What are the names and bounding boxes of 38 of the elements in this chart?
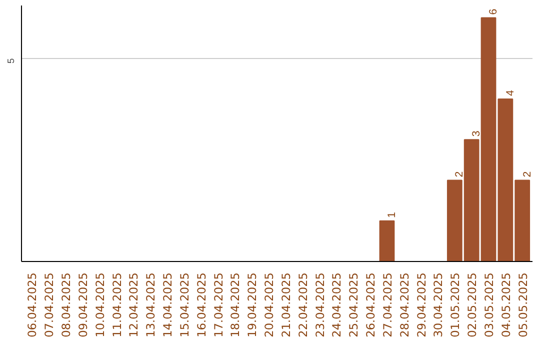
x-tick-label: 16.04.2025 [194,272,208,338]
x-tick-label: 24.04.2025 [330,272,344,338]
x-tick-label: 10.04.2025 [92,272,107,338]
x-tick-label: 25.04.2025 [346,272,361,338]
x-tick-label: 27.04.2025 [380,272,394,338]
x-tick-label: 23.04.2025 [312,272,327,338]
x-tick-label: 03.05.2025 [482,272,496,338]
bar [379,220,395,262]
data-label: 2 [521,171,534,178]
x-tick-label: 14.04.2025 [160,272,175,338]
x-tick-label: 01.05.2025 [448,272,462,338]
x-tick-label: 30.04.2025 [431,272,446,338]
x-tick-label: 26.04.2025 [364,272,378,338]
data-label: 3 [470,130,483,137]
x-tick-label: 02.05.2025 [465,272,480,338]
x-tick-label: 11.04.2025 [110,272,124,338]
x-tick-label: 19.04.2025 [245,272,260,338]
x-tick-label: 06.04.2025 [25,272,40,338]
data-label: 1 [386,212,398,218]
x-tick-label: 12.04.2025 [126,272,141,338]
x-tick-label: 22.04.2025 [296,272,310,338]
x-tick-label: 07.04.2025 [42,272,56,338]
x-tick-label: 20.04.2025 [262,272,276,338]
x-tick-label: 05.05.2025 [516,272,530,338]
x-tick-label: 09.04.2025 [76,272,90,338]
x-tick-label: 13.04.2025 [144,272,158,338]
y-tick-label: 5 [6,58,16,64]
x-tick-label: 21.04.2025 [278,272,293,338]
x-tick-label: 18.04.2025 [228,272,242,338]
x-tick-label: 04.05.2025 [498,272,513,338]
x-tick-label: 17.04.2025 [211,272,226,338]
data-label: 2 [454,171,466,178]
x-tick-label: 28.04.2025 [397,272,412,338]
x-tick-label: 29.04.2025 [414,272,428,338]
data-label: 6 [488,8,500,15]
x-tick-label: 15.04.2025 [177,272,192,338]
data-label: 4 [504,90,516,96]
x-tick-label: 08.04.2025 [58,272,73,338]
